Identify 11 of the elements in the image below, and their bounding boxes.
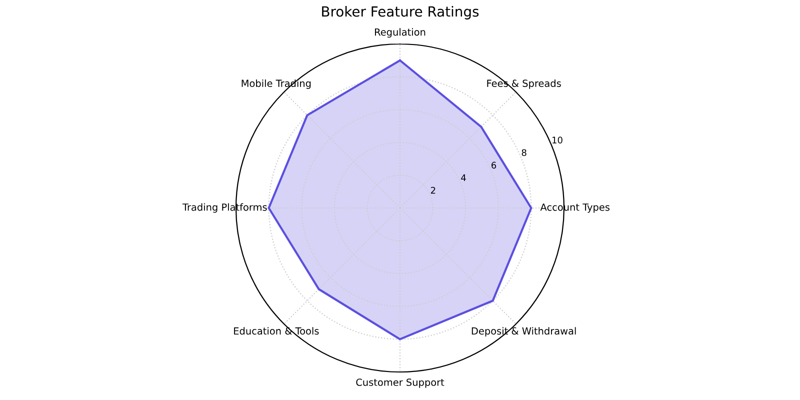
spoke-label: Customer Support — [356, 378, 444, 388]
spoke-label: Regulation — [374, 28, 426, 38]
spoke-label: Deposit & Withdrawal — [472, 327, 576, 337]
spoke-label: Education & Tools — [234, 327, 319, 335]
chart-title: Broker Feature Ratings — [322, 6, 479, 20]
y-tick-label: 4 — [461, 174, 466, 182]
y-tick-label: 2 — [430, 186, 436, 194]
y-tick-label: 6 — [492, 162, 496, 169]
y-tick-label: 10 — [552, 136, 562, 144]
spoke-label: Fees & Spreads — [487, 79, 561, 89]
y-tick-label: 8 — [522, 149, 526, 156]
